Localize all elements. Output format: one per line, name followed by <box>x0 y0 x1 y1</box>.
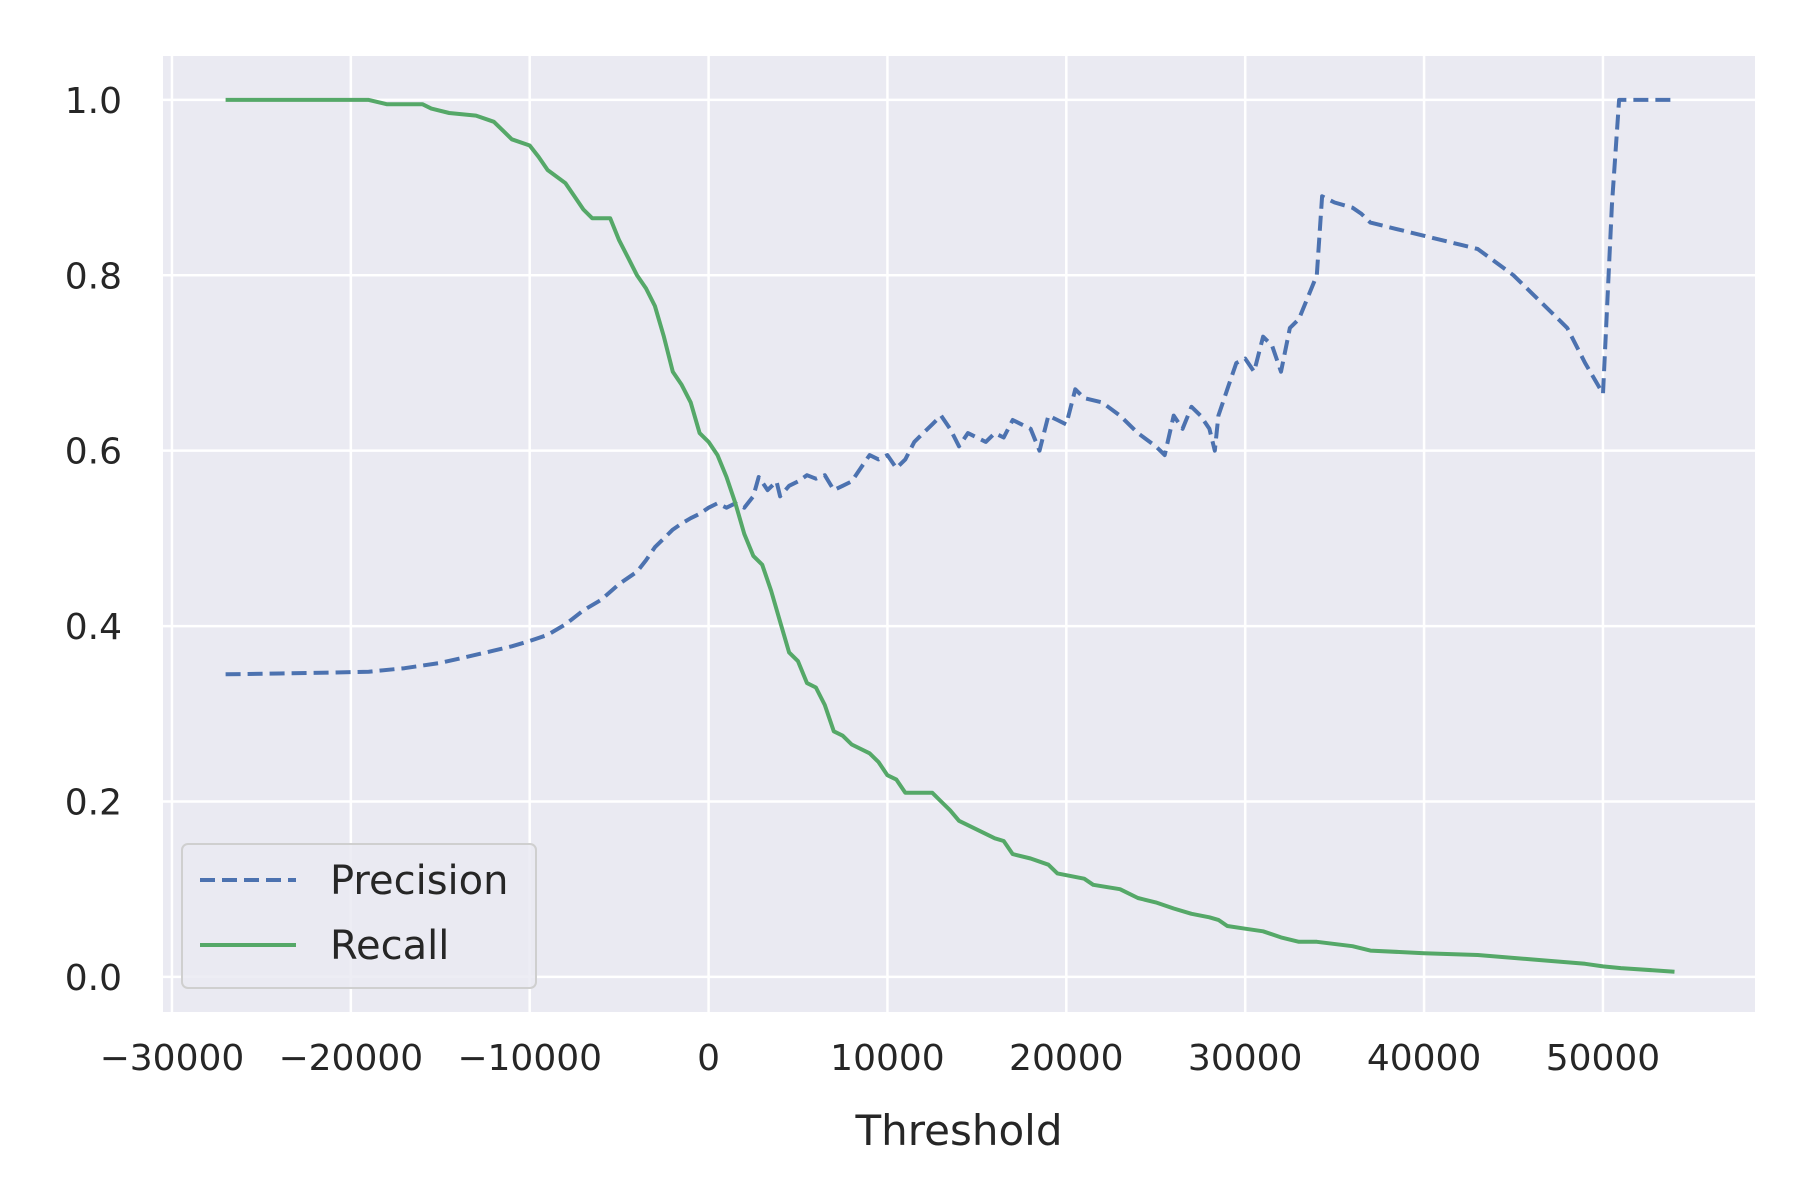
x-axis-ticks: −30000 −20000 −10000 0 10000 20000 30000 40000 5… <box>100 1038 1661 1079</box>
x-tick-label: 40000 <box>1367 1038 1482 1079</box>
y-tick-label: 0.0 <box>65 958 122 999</box>
y-tick-label: 0.8 <box>65 256 122 297</box>
x-axis-title: Threshold <box>855 1106 1063 1155</box>
series-line-recall <box>225 97 1675 974</box>
x-tick-label: 30000 <box>1188 1038 1303 1079</box>
y-axis-ticks: 0.0 0.2 0.4 0.6 0.8 1.0 <box>65 81 122 999</box>
x-tick-label: 50000 <box>1546 1038 1661 1079</box>
x-tick-label: −10000 <box>457 1038 602 1079</box>
legend-label-precision: Precision <box>330 858 508 904</box>
y-tick-label: 0.4 <box>65 607 122 648</box>
x-tick-label: 20000 <box>1009 1038 1124 1079</box>
series-line-precision <box>225 97 1675 677</box>
series-layer <box>225 97 1675 974</box>
y-tick-label: 1.0 <box>65 81 122 122</box>
y-tick-label: 0.2 <box>65 783 122 824</box>
grid <box>163 56 1755 1012</box>
x-tick-label: 10000 <box>830 1038 945 1079</box>
legend: Precision Recall <box>181 843 537 989</box>
x-tick-label: −20000 <box>278 1038 423 1079</box>
x-tick-label: −30000 <box>100 1038 245 1079</box>
y-tick-label: 0.6 <box>65 432 122 473</box>
legend-label-recall: Recall <box>330 923 449 969</box>
x-tick-label: 0 <box>697 1038 720 1079</box>
